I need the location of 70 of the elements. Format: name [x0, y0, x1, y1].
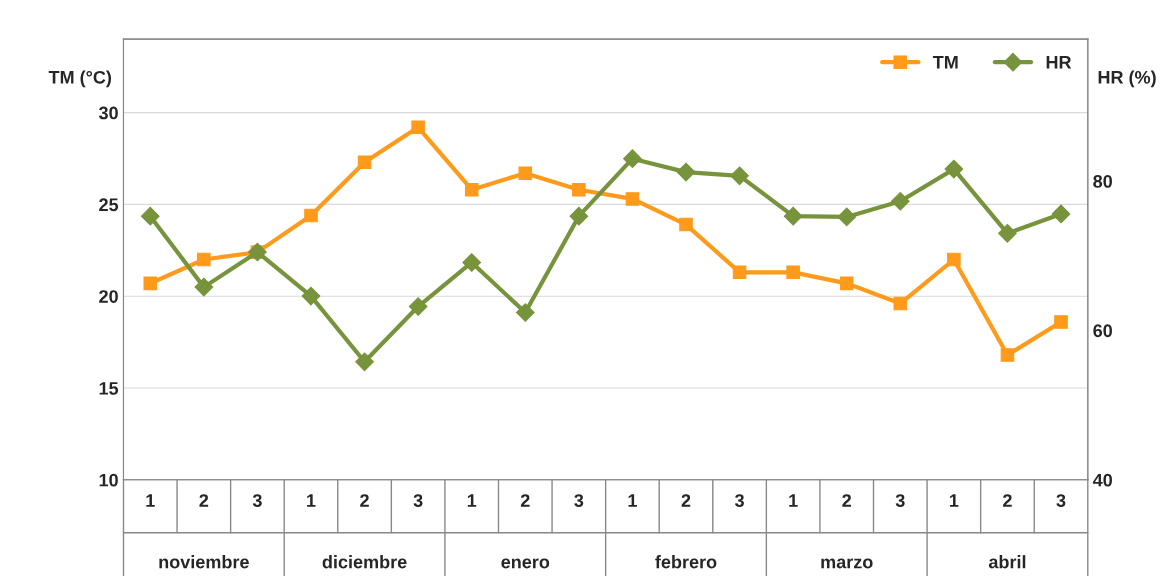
- point: [355, 352, 374, 372]
- x-tick-label: 1: [146, 494, 155, 507]
- point: [301, 286, 321, 306]
- y-axis-title: TM (°C): [48, 70, 112, 88]
- text: abril: [988, 555, 1026, 569]
- x-tick-label: 2: [199, 494, 209, 507]
- y2-tick-label: 40: [1092, 473, 1112, 487]
- point: [998, 223, 1017, 243]
- point: [462, 253, 482, 272]
- point: [676, 162, 696, 182]
- x-tick-label: 1: [307, 494, 316, 507]
- point: [515, 303, 535, 322]
- x-tick-label: 1: [628, 494, 637, 507]
- point: [623, 149, 642, 169]
- x-tick-label: 3: [895, 494, 905, 507]
- text: noviembre: [159, 555, 249, 569]
- point: [140, 206, 160, 226]
- x-tick-label: 2: [360, 494, 369, 507]
- text: febrero: [655, 555, 717, 569]
- x-tick-label: 2: [1003, 494, 1012, 507]
- point: [1051, 204, 1071, 224]
- point: [197, 252, 211, 267]
- x-tick-label: 3: [413, 494, 423, 507]
- y-tick-label: 20: [99, 290, 118, 303]
- point: [730, 166, 749, 186]
- x-tick-label: 1: [949, 494, 959, 507]
- legend-label: TM: [932, 56, 958, 69]
- point: [1054, 315, 1068, 329]
- point: [839, 276, 854, 291]
- x-tick-label: 3: [252, 494, 262, 507]
- text: diciembre: [322, 555, 407, 569]
- y2-axis-title: HR (%): [1098, 70, 1156, 88]
- point: [1000, 348, 1015, 362]
- y-tick-label: 10: [99, 473, 118, 487]
- x-tick-label: 3: [1056, 494, 1066, 507]
- point: [944, 159, 964, 179]
- y-tick-label: 15: [99, 382, 119, 395]
- point: [357, 155, 372, 169]
- y-tick-label: 25: [99, 198, 119, 212]
- point: [625, 192, 640, 206]
- x-tick-label: 2: [842, 494, 852, 507]
- point: [786, 265, 800, 280]
- point: [464, 182, 479, 197]
- point: [837, 207, 857, 227]
- y2-tick-label: 60: [1093, 324, 1112, 338]
- point: [572, 182, 586, 197]
- x-tick-label: 3: [574, 494, 584, 507]
- y2-tick-label: 80: [1093, 175, 1112, 188]
- x-tick-label: 2: [520, 494, 530, 507]
- text: enero: [501, 558, 550, 569]
- y-tick-label: 30: [98, 106, 118, 120]
- x-tick-label: 1: [467, 494, 477, 507]
- point: [893, 296, 908, 311]
- x-tick-label: 1: [789, 494, 798, 507]
- point: [947, 252, 961, 267]
- point: [411, 120, 425, 135]
- point: [143, 276, 158, 291]
- point: [679, 217, 693, 232]
- x-tick-label: 2: [681, 494, 691, 507]
- point: [890, 191, 910, 211]
- x-tick-label: 3: [734, 494, 744, 507]
- point: [408, 297, 428, 316]
- point: [304, 208, 318, 223]
- point: [194, 277, 214, 297]
- legend-label: HR: [1046, 56, 1072, 69]
- point: [569, 206, 589, 226]
- point: [518, 166, 533, 180]
- point: [783, 206, 803, 226]
- text: marzo: [821, 558, 873, 569]
- point: [732, 265, 747, 280]
